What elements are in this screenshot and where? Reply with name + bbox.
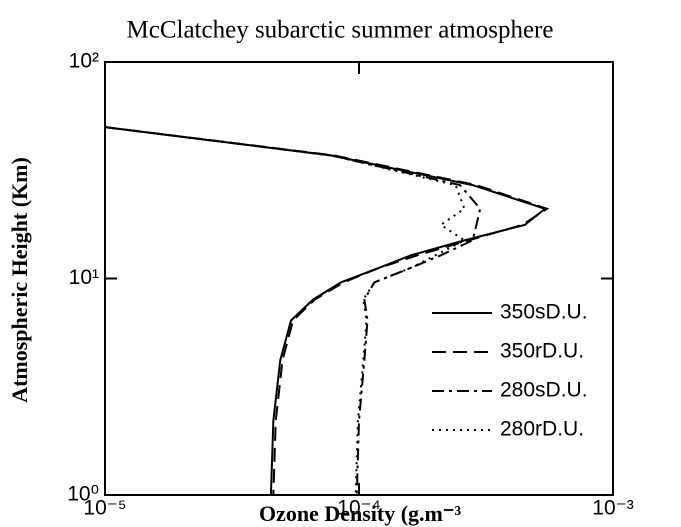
legend-label: 280sD.U. — [500, 379, 588, 402]
legend-label: 350sD.U. — [500, 301, 588, 324]
series-line — [104, 126, 482, 496]
x-axis-label: Ozone Density (g.m⁻³ — [259, 501, 462, 526]
x-tick-label: 10⁻³ — [592, 497, 633, 520]
chart-title: McClatchey subarctic summer atmosphere — [127, 17, 554, 44]
legend-label: 350rD.U. — [500, 340, 584, 363]
legend-label: 280rD.U. — [500, 418, 584, 441]
series-line — [104, 126, 548, 496]
y-tick-label: 10² — [69, 50, 99, 73]
y-tick-label: 10⁰ — [67, 483, 99, 506]
x-tick-label: 10⁻⁵ — [83, 497, 126, 520]
series-line — [104, 126, 550, 496]
y-tick-label: 10¹ — [69, 266, 99, 289]
y-axis-label: Atmospheric Height (Km) — [7, 157, 32, 403]
x-tick-label: 10⁻⁴ — [337, 497, 380, 520]
series-line — [104, 126, 467, 496]
